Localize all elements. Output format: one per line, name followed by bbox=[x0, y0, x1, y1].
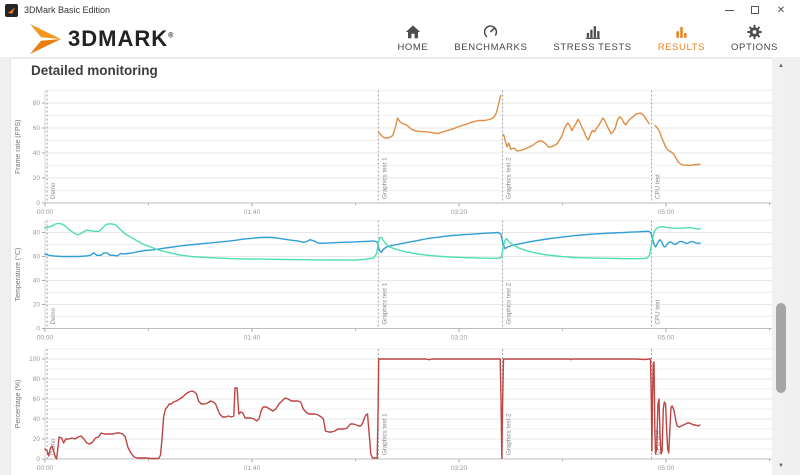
close-button[interactable]: ✕ bbox=[776, 4, 786, 16]
svg-text:0: 0 bbox=[36, 326, 40, 333]
svg-text:CPU test: CPU test bbox=[655, 174, 662, 199]
window-title: 3DMark Basic Edition bbox=[24, 5, 111, 15]
minimize-button[interactable] bbox=[716, 0, 742, 20]
nav-item-results[interactable]: RESULTS bbox=[658, 24, 705, 53]
nav-item-stress-tests[interactable]: STRESS TESTS bbox=[553, 24, 631, 53]
gauge-icon bbox=[484, 25, 498, 39]
svg-text:80: 80 bbox=[33, 230, 41, 237]
nav-item-benchmarks[interactable]: BENCHMARKS bbox=[454, 24, 527, 53]
results-bars-icon bbox=[676, 26, 687, 38]
svg-text:05:00: 05:00 bbox=[658, 335, 675, 342]
scroll-up-icon[interactable]: ▲ bbox=[778, 63, 784, 69]
svg-text:03:20: 03:20 bbox=[451, 335, 468, 342]
svg-text:0: 0 bbox=[36, 456, 40, 463]
brand-text: 3DMARK® bbox=[68, 25, 175, 51]
svg-text:Graphics test 2: Graphics test 2 bbox=[505, 157, 512, 199]
svg-text:80: 80 bbox=[33, 100, 41, 107]
page-title: Detailed monitoring bbox=[31, 63, 158, 78]
svg-text:00:00: 00:00 bbox=[37, 335, 54, 342]
nav-label-options: OPTIONS bbox=[731, 42, 778, 53]
gear-icon bbox=[747, 24, 762, 40]
svg-text:20: 20 bbox=[33, 436, 41, 443]
svg-text:20: 20 bbox=[33, 175, 41, 182]
svg-text:Graphics test 1: Graphics test 1 bbox=[381, 157, 388, 199]
main-nav: HOME BENCHMARKS STRESS TESTS bbox=[371, 24, 778, 53]
svg-text:Graphics test 2: Graphics test 2 bbox=[505, 413, 512, 455]
svg-text:Demo: Demo bbox=[50, 182, 57, 199]
svg-text:40: 40 bbox=[33, 416, 41, 423]
home-icon bbox=[405, 25, 421, 39]
svg-text:00:00: 00:00 bbox=[37, 465, 54, 472]
svg-text:Graphics test 2: Graphics test 2 bbox=[505, 282, 512, 324]
svg-text:Graphics test 1: Graphics test 1 bbox=[381, 413, 388, 455]
brand-registered-mark: ® bbox=[168, 32, 175, 40]
svg-text:Graphics test 1: Graphics test 1 bbox=[381, 282, 388, 324]
nav-label-home: HOME bbox=[397, 42, 429, 53]
svg-text:03:20: 03:20 bbox=[451, 465, 468, 472]
nav-label-stress-tests: STRESS TESTS bbox=[553, 42, 632, 53]
frame-rate-chart: 0 20 40 60 80 00:00 01:40 03:20 05:00 Demo Graphic… bbox=[15, 90, 772, 215]
nav-item-options[interactable]: OPTIONS bbox=[731, 24, 778, 53]
percentage-chart: 0 20 40 60 80 100 00:00 01:40 03:20 05:00 Demo Grap… bbox=[15, 348, 772, 472]
svg-text:CPU test: CPU test bbox=[655, 430, 662, 455]
svg-text:01:40: 01:40 bbox=[244, 335, 261, 342]
svg-text:Demo: Demo bbox=[50, 307, 57, 324]
svg-text:01:40: 01:40 bbox=[244, 465, 261, 472]
svg-text:Demo: Demo bbox=[50, 438, 57, 455]
svg-text:00:00: 00:00 bbox=[37, 209, 54, 215]
svg-text:80: 80 bbox=[33, 376, 41, 383]
scrollbar-thumb[interactable] bbox=[776, 303, 786, 393]
header: 3DMARK® HOME BENCHMARKS bbox=[0, 20, 800, 57]
svg-text:01:40: 01:40 bbox=[244, 209, 261, 215]
svg-text:40: 40 bbox=[33, 150, 41, 157]
results-card: Detailed monitoring 0 20 40 60 80 00:00 01:40 0… bbox=[10, 58, 780, 475]
svg-text:20: 20 bbox=[33, 302, 41, 309]
svg-text:Frame rate (FPS): Frame rate (FPS) bbox=[15, 120, 22, 174]
maximize-button[interactable] bbox=[742, 0, 768, 20]
content-area: Detailed monitoring 0 20 40 60 80 00:00 01:40 0… bbox=[0, 57, 800, 475]
svg-text:40: 40 bbox=[33, 278, 41, 285]
svg-text:CPU test: CPU test bbox=[655, 299, 662, 324]
svg-text:60: 60 bbox=[33, 125, 41, 132]
nav-label-results: RESULTS bbox=[657, 42, 706, 53]
svg-text:100: 100 bbox=[29, 356, 40, 363]
svg-text:05:00: 05:00 bbox=[658, 465, 675, 472]
svg-text:0: 0 bbox=[36, 200, 40, 207]
titlebar: 3DMark Basic Edition bbox=[0, 0, 800, 20]
svg-text:05:00: 05:00 bbox=[658, 209, 675, 215]
svg-text:Percentage (%): Percentage (%) bbox=[15, 380, 22, 429]
svg-text:Temperature (°C): Temperature (°C) bbox=[14, 248, 22, 302]
svg-text:60: 60 bbox=[33, 396, 41, 403]
scrollbar[interactable]: ▲ ▼ bbox=[772, 57, 790, 475]
temperature-chart: 0 20 40 60 80 00:00 01:40 03:20 05:00 Demo Graphic… bbox=[14, 220, 772, 342]
scroll-down-icon[interactable]: ▼ bbox=[778, 463, 784, 469]
nav-label-benchmarks: BENCHMARKS bbox=[454, 42, 528, 53]
svg-text:03:20: 03:20 bbox=[451, 209, 468, 215]
svg-text:60: 60 bbox=[33, 254, 41, 261]
nav-item-home[interactable]: HOME bbox=[397, 24, 428, 53]
app-icon bbox=[5, 3, 18, 17]
logo-chevron-icon bbox=[30, 23, 61, 54]
brand-logo: 3DMARK® bbox=[28, 23, 175, 54]
bar-chart-icon bbox=[585, 26, 600, 39]
